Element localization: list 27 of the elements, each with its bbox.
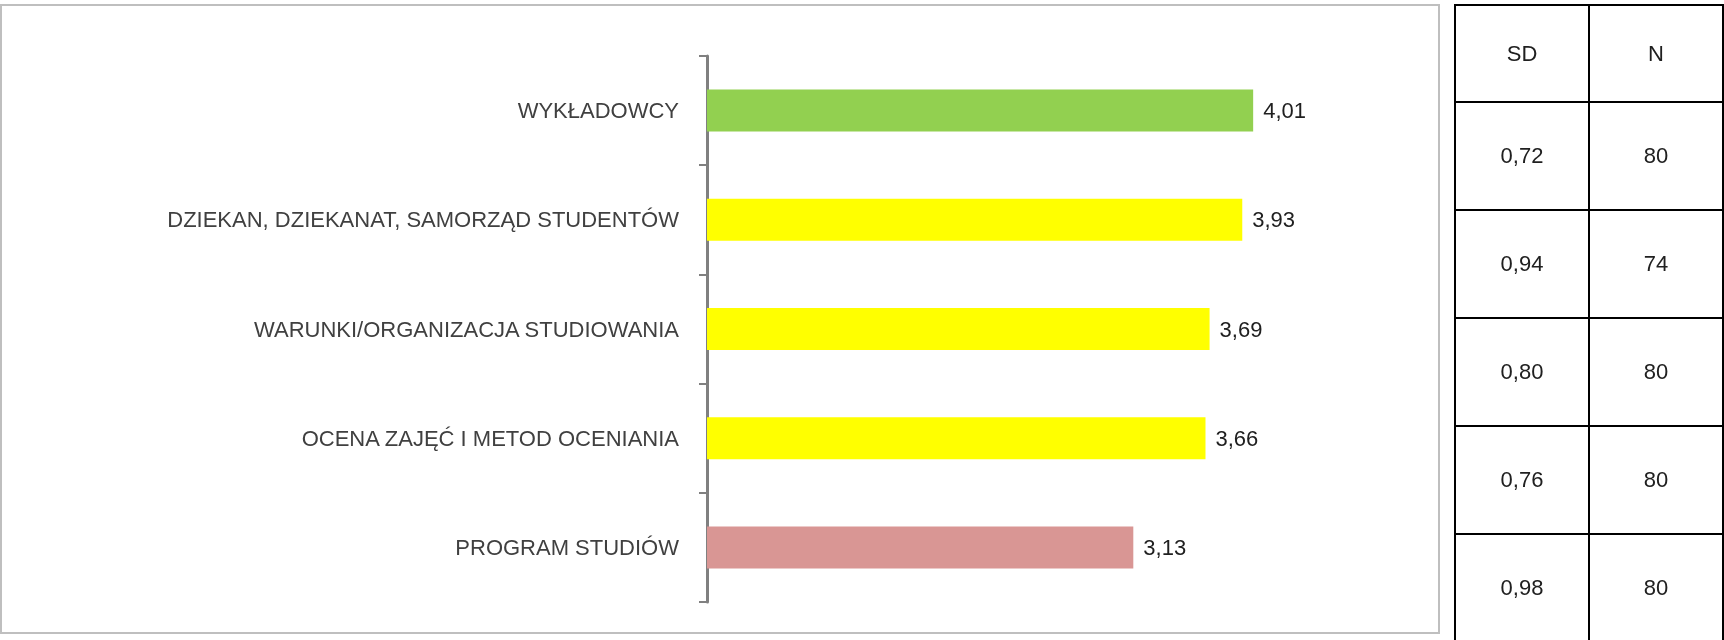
text: 80 xyxy=(1643,359,1669,384)
y-tick-label: WYKŁADOWCY xyxy=(517,98,680,124)
y-tick-label: DZIEKAN, DZIEKANAT, SAMORZĄD STUDENTÓW xyxy=(167,207,680,233)
text: 0,76 xyxy=(1500,467,1544,492)
text: 0,94 xyxy=(1500,251,1544,276)
category-label: SD xyxy=(1455,5,1589,102)
text: 74 xyxy=(1643,251,1669,276)
text: 0,80 xyxy=(1500,359,1544,384)
data-label: 3,13 xyxy=(1143,534,1187,560)
data-label: 3,69 xyxy=(1219,316,1263,342)
text: 0,72 xyxy=(1500,143,1544,168)
bar xyxy=(707,198,1243,241)
y-tick-label: OCENA ZAJĘĆ I METOD OCENIANIA xyxy=(301,425,680,451)
text: 80 xyxy=(1643,467,1669,492)
data-label: 4,01 xyxy=(1263,98,1306,124)
bar xyxy=(707,526,1134,569)
bar xyxy=(707,417,1206,460)
y-tick-label: WARUNKI/ORGANIZACJA STUDIOWANIA xyxy=(254,316,680,342)
text: 80 xyxy=(1643,143,1669,168)
text: 80 xyxy=(1643,575,1669,600)
category-label: N xyxy=(1589,5,1723,102)
text: 0,98 xyxy=(1500,575,1544,600)
data-label: 3,93 xyxy=(1252,207,1296,233)
bar xyxy=(707,89,1254,132)
y-tick-label: PROGRAM STUDIÓW xyxy=(455,534,680,560)
bar xyxy=(707,308,1210,350)
data-label: 3,66 xyxy=(1215,425,1259,451)
